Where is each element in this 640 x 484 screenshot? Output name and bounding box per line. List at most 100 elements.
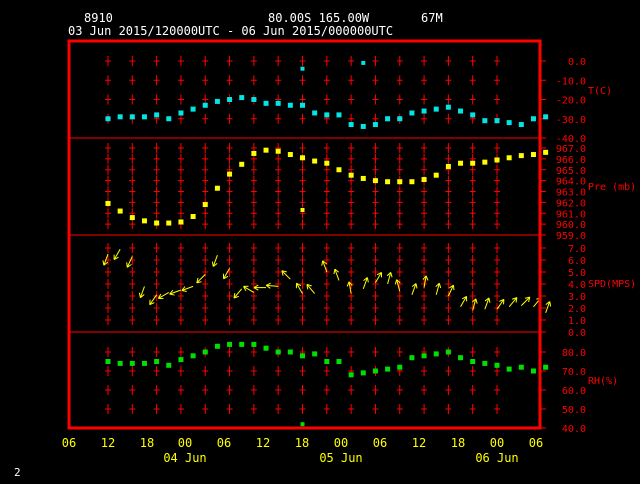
- data-point: [373, 122, 378, 127]
- data-point: [470, 359, 475, 364]
- y-tick-label: 966.0: [556, 155, 586, 166]
- wind-arrowhead: [127, 262, 128, 267]
- x-tick-label: 06: [217, 436, 231, 450]
- station-elevation: 67M: [421, 11, 443, 25]
- data-point: [495, 363, 500, 368]
- data-point: [458, 161, 463, 166]
- wind-arrowhead: [334, 269, 335, 274]
- data-point: [203, 103, 208, 108]
- y-tick-label: 80.0: [562, 348, 586, 359]
- data-point: [336, 359, 341, 364]
- x-tick-label: 18: [140, 436, 154, 450]
- outlier-point: [301, 422, 305, 426]
- data-point: [239, 162, 244, 167]
- y-tick-label: 40.0: [562, 424, 586, 435]
- wind-arrowhead: [550, 302, 551, 307]
- data-point: [495, 157, 500, 162]
- page-number: 2: [14, 466, 21, 479]
- wind-arrowhead: [395, 280, 396, 285]
- data-point: [130, 361, 135, 366]
- data-point: [531, 152, 536, 157]
- wind-arrowhead: [139, 293, 140, 298]
- x-tick-label: 12: [412, 436, 426, 450]
- data-point: [154, 359, 159, 364]
- data-point: [227, 97, 232, 102]
- wind-arrowhead: [182, 291, 187, 292]
- x-tick-label: 00: [178, 436, 192, 450]
- data-point: [154, 112, 159, 117]
- y-tick-label: 6.0: [568, 256, 586, 267]
- data-point: [361, 370, 366, 375]
- data-point: [543, 150, 548, 155]
- wind-arrowhead: [391, 272, 392, 277]
- y-tick-label: -20.0: [556, 96, 586, 107]
- wind-arrowhead: [476, 299, 477, 304]
- data-point: [361, 176, 366, 181]
- data-point: [276, 149, 281, 154]
- data-point: [434, 351, 439, 356]
- data-point: [300, 103, 305, 108]
- wind-arrowhead: [103, 260, 104, 265]
- y-tick-label: 0.0: [568, 57, 586, 68]
- data-point: [264, 148, 269, 153]
- y-tick-label: 965.0: [556, 166, 586, 177]
- data-point: [251, 151, 256, 156]
- data-point: [458, 109, 463, 114]
- data-point: [409, 355, 414, 360]
- data-point: [422, 353, 427, 358]
- data-point: [288, 103, 293, 108]
- data-point: [215, 186, 220, 191]
- date-label: 06 Jun: [475, 451, 518, 465]
- data-point: [434, 107, 439, 112]
- data-point: [215, 344, 220, 349]
- data-point: [373, 178, 378, 183]
- data-point: [312, 351, 317, 356]
- data-point: [276, 350, 281, 355]
- data-point: [300, 155, 305, 160]
- data-point: [166, 363, 171, 368]
- data-point: [142, 114, 147, 119]
- data-point: [264, 101, 269, 106]
- data-point: [166, 116, 171, 121]
- y-tick-label: 0.0: [568, 328, 586, 339]
- x-tick-label: 06: [529, 436, 543, 450]
- y-tick-label: 7.0: [568, 244, 586, 255]
- x-tick-label: 18: [295, 436, 309, 450]
- data-point: [227, 172, 232, 177]
- data-point: [106, 116, 111, 121]
- y-tick-label: -30.0: [556, 115, 586, 126]
- data-point: [446, 105, 451, 110]
- temperature-panel: 0.0-10.0-20.0-30.0-40.0T(C): [106, 57, 613, 145]
- wind-arrowhead: [212, 262, 213, 267]
- data-point: [191, 353, 196, 358]
- data-point: [191, 214, 196, 219]
- data-point: [397, 179, 402, 184]
- data-point: [154, 221, 159, 226]
- data-point: [106, 359, 111, 364]
- data-point: [118, 361, 123, 366]
- data-point: [385, 367, 390, 372]
- y-axis-label: SPD(MPS): [588, 279, 636, 290]
- y-tick-label: 962.0: [556, 198, 586, 209]
- data-point: [288, 350, 293, 355]
- data-point: [251, 97, 256, 102]
- outlier-point: [301, 67, 305, 71]
- data-point: [361, 124, 366, 129]
- y-tick-label: 3.0: [568, 292, 586, 303]
- y-tick-label: 964.0: [556, 177, 586, 188]
- data-point: [130, 114, 135, 119]
- y-tick-label: 5.0: [568, 268, 586, 279]
- x-tick-label: 18: [451, 436, 465, 450]
- data-point: [118, 114, 123, 119]
- data-point: [531, 369, 536, 374]
- x-tick-label: 12: [101, 436, 115, 450]
- y-tick-label: 960.0: [556, 220, 586, 231]
- data-point: [434, 173, 439, 178]
- y-tick-label: 60.0: [562, 386, 586, 397]
- data-point: [312, 110, 317, 115]
- data-point: [276, 101, 281, 106]
- data-point: [166, 221, 171, 226]
